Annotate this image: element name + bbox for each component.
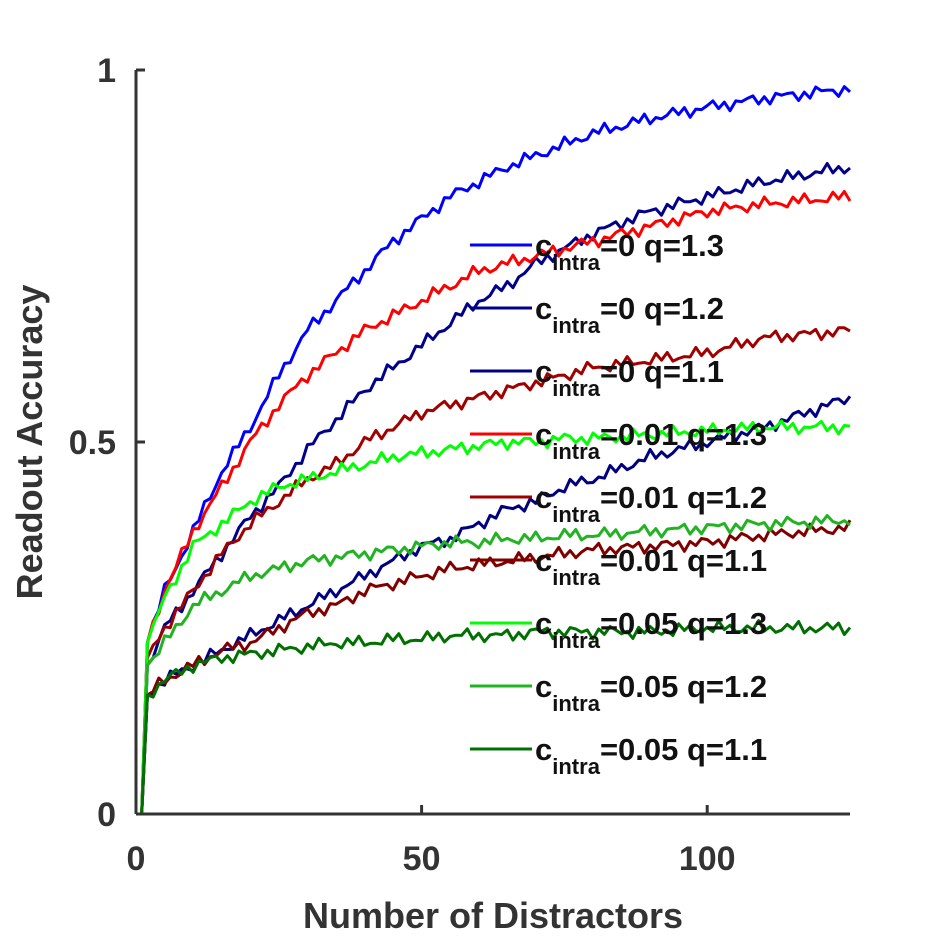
legend: cintra=0 q=1.3 cintra=0 q=1.2 cintra=0 q=1…: [470, 228, 767, 779]
legend-label: cintra=0.05 q=1.1: [535, 732, 767, 779]
x-tick-label: 100: [679, 840, 736, 878]
y-axis-label: Readout Accuracy: [9, 285, 50, 600]
legend-entry-2: cintra=0 q=1.1: [470, 354, 724, 401]
x-tick-label: 50: [403, 840, 441, 878]
series-line-1: [140, 162, 851, 815]
legend-entry-5: cintra=0.01 q=1.1: [470, 543, 767, 590]
series-line-4: [140, 326, 851, 815]
series-line-0: [140, 85, 852, 815]
series-line-7: [140, 514, 851, 815]
legend-entry-1: cintra=0 q=1.2: [470, 291, 724, 338]
legend-label: cintra=0 q=1.3: [535, 228, 724, 275]
x-tick-label: 0: [127, 840, 146, 878]
legend-label: cintra=0 q=1.2: [535, 291, 724, 338]
legend-entry-7: cintra=0.05 q=1.2: [470, 669, 767, 716]
x-axis-label: Number of Distractors: [303, 895, 683, 936]
legend-entry-6: cintra=0.05 q=1.3: [470, 606, 767, 653]
ticks: 0 50 100 0 0.5 1: [69, 52, 736, 878]
legend-label: cintra=0.01 q=1.3: [535, 417, 767, 464]
plot-lines: [140, 85, 852, 815]
legend-label: cintra=0.05 q=1.3: [535, 606, 767, 653]
legend-label: cintra=0.05 q=1.2: [535, 669, 767, 716]
legend-label: cintra=0.01 q=1.2: [535, 480, 767, 527]
legend-entry-4: cintra=0.01 q=1.2: [470, 480, 767, 527]
legend-label: cintra=0 q=1.1: [535, 354, 724, 401]
legend-label: cintra=0.01 q=1.1: [535, 543, 767, 590]
series-line-6: [140, 419, 851, 815]
series-line-3: [140, 190, 852, 815]
series-line-2: [140, 395, 852, 815]
legend-entry-8: cintra=0.05 q=1.1: [470, 732, 767, 779]
y-tick-label: 0.5: [69, 424, 116, 462]
series-line-8: [140, 619, 852, 815]
y-tick-label: 0: [97, 796, 116, 834]
legend-entry-3: cintra=0.01 q=1.3: [470, 417, 767, 464]
legend-entry-0: cintra=0 q=1.3: [470, 228, 724, 275]
series-line-5: [140, 519, 852, 815]
y-tick-label: 1: [97, 52, 116, 90]
